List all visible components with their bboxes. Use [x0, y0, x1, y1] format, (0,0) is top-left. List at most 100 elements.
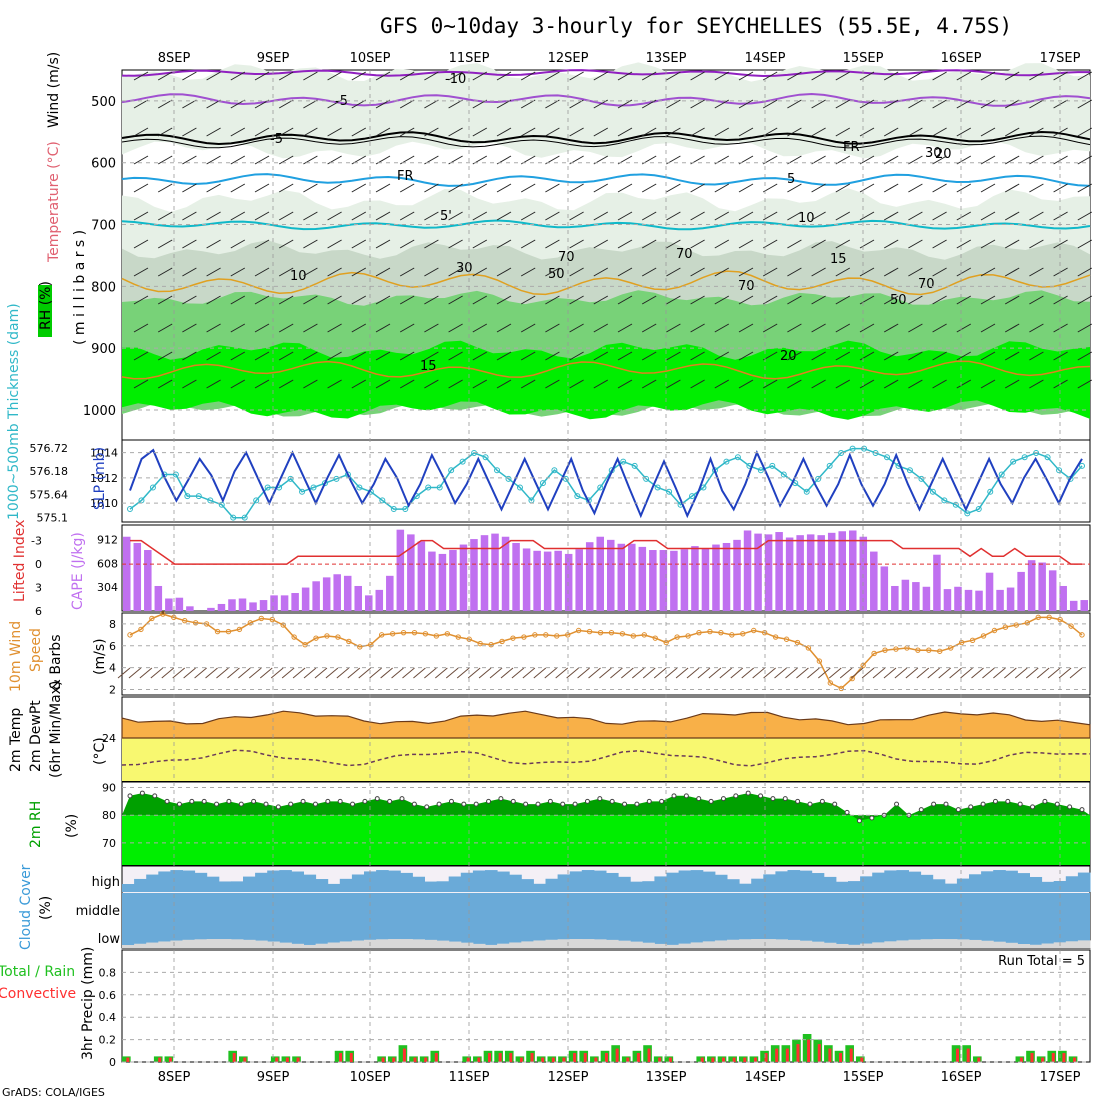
cape-bar	[1080, 600, 1088, 611]
wind-barb	[1004, 211, 1020, 221]
rh2m-point	[325, 798, 331, 804]
wind-barb	[520, 351, 536, 361]
pressure-tick-label: 900	[91, 342, 116, 357]
rh2m-point	[350, 801, 356, 807]
wind-barb	[206, 379, 221, 389]
wind10-ylabel-1: 10m Wind	[8, 621, 24, 692]
wind-barb	[932, 379, 947, 389]
cloud-low-bar	[1065, 941, 1079, 948]
wind-barb	[399, 239, 415, 249]
cape-bar	[649, 550, 657, 611]
cloud-low-bar	[799, 940, 813, 948]
thickness-point	[218, 501, 225, 508]
cloud-low-bar	[848, 944, 861, 948]
rh2m-ylabel: 2m RH	[28, 801, 44, 848]
wind-barb	[908, 211, 923, 221]
wind10-point	[816, 658, 823, 664]
wind-barb	[811, 295, 826, 305]
rh2m-point	[461, 801, 467, 807]
wind-barb	[327, 71, 342, 81]
cloud-high-bar	[533, 883, 546, 892]
precip-convective-bar	[168, 1057, 172, 1062]
wind-barb	[811, 183, 826, 193]
wind-barb	[641, 127, 657, 137]
wind-barb	[157, 211, 173, 221]
wind-barb	[520, 295, 536, 305]
wind-barb	[883, 379, 899, 389]
wind10-point	[455, 634, 461, 640]
cloud-low-bar	[702, 941, 716, 948]
rh2m-point	[683, 793, 689, 799]
wind-barb	[714, 239, 730, 249]
wind10-point	[915, 647, 921, 653]
rh2m-point	[560, 801, 566, 807]
thickness-point	[264, 484, 271, 491]
rh2m-point	[609, 798, 615, 804]
wind-barb	[738, 183, 754, 193]
precip-convective-bar	[413, 1057, 417, 1062]
wind-barb	[738, 127, 754, 137]
wind-barb	[714, 323, 730, 333]
cape-bar	[943, 589, 952, 611]
wind-barb	[980, 323, 996, 333]
precip-convective-bar	[232, 1053, 236, 1062]
cloud-low-bar	[279, 942, 292, 948]
rh2m-point	[275, 804, 281, 810]
wind-barb	[714, 267, 730, 277]
wind10-barb	[216, 667, 229, 679]
cloud-high-bar	[218, 881, 232, 892]
cloud-middle-fill	[122, 893, 1090, 948]
wind-barb	[883, 155, 899, 165]
cape-bar	[985, 572, 994, 611]
wind-barb	[278, 379, 294, 389]
precip-convective-bar	[764, 1053, 768, 1062]
wind10-point	[1002, 624, 1009, 630]
run-total-label: Run Total = 5	[998, 954, 1085, 969]
thickness-point	[287, 475, 294, 482]
wind-barb	[399, 295, 415, 305]
wind-barb	[980, 379, 996, 389]
wind10-point	[740, 631, 746, 637]
wind-barb	[206, 71, 221, 81]
wind-barb	[327, 379, 342, 389]
cloud-low-bar	[424, 939, 438, 948]
wind-barb	[133, 71, 149, 81]
wind-barb	[932, 183, 947, 193]
cloud-high-bar	[932, 879, 946, 892]
cloud-high-bar	[884, 870, 897, 892]
cape-bar	[123, 536, 131, 611]
wind10-point	[400, 629, 407, 636]
cloud-low-bar	[521, 941, 534, 948]
wind10-point	[378, 632, 385, 638]
slp-line	[129, 448, 1083, 519]
date-label-top: 17SEP	[1040, 51, 1081, 66]
wind10-barb	[916, 667, 930, 679]
wind-barb	[448, 183, 463, 193]
wind10-point	[958, 639, 965, 646]
wind10-barb	[872, 667, 886, 679]
rh2m-point	[1017, 801, 1023, 807]
cape-bar	[375, 589, 384, 611]
cloud-level-low: low	[98, 932, 121, 947]
thickness-point	[597, 484, 604, 491]
precip-convective-bar	[530, 1053, 534, 1062]
thickness-point	[620, 458, 627, 465]
cape-bar	[186, 606, 194, 611]
wind-barb	[351, 183, 367, 193]
wind-barb	[1077, 323, 1093, 333]
wind-barb	[1029, 351, 1044, 361]
wind-barb	[327, 183, 342, 193]
cape-bar	[522, 548, 531, 611]
wind-barb	[617, 211, 633, 221]
wind-barb	[641, 295, 657, 305]
thickness-point	[757, 467, 764, 474]
cloud-low-bar	[569, 939, 583, 948]
precip-total-bar	[536, 1056, 546, 1062]
wind-barb	[787, 379, 802, 389]
wind-barb	[206, 127, 221, 137]
cape-bar	[259, 600, 268, 611]
wind-barb	[545, 127, 560, 137]
wind-barb	[762, 127, 778, 137]
wind10-barb	[533, 667, 547, 679]
wind-barb	[762, 99, 778, 109]
